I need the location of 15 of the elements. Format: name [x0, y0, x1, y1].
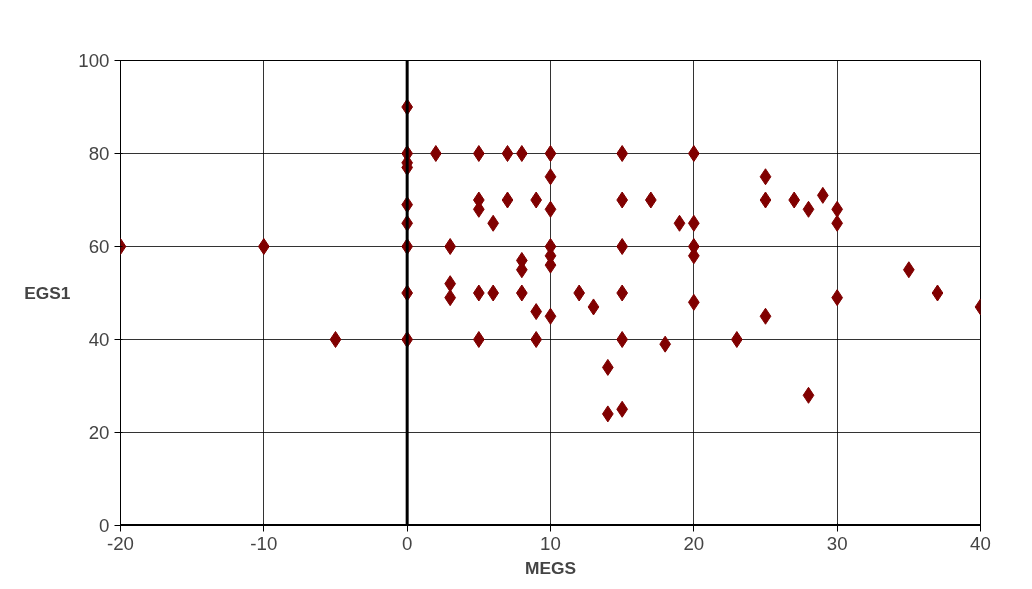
y-tick-label: 60 — [88, 236, 110, 257]
y-tick-label: 80 — [88, 143, 110, 164]
y-axis-title: EGS1 — [24, 283, 71, 303]
x-tick-label: 10 — [540, 532, 561, 554]
x-tick-label: 0 — [401, 532, 413, 554]
x-tick-label: 20 — [683, 532, 705, 554]
x-tick-label: -10 — [250, 532, 278, 554]
y-tick-label: 100 — [78, 50, 110, 71]
y-tick-label: 0 — [99, 515, 110, 536]
x-tick-label: 30 — [826, 532, 848, 554]
x-axis-title: MEGS — [524, 557, 577, 578]
y-tick-label: 40 — [88, 329, 110, 350]
x-tick-label: -20 — [107, 532, 134, 554]
y-tick-label: 20 — [88, 422, 110, 443]
x-tick-label: 40 — [970, 532, 991, 554]
